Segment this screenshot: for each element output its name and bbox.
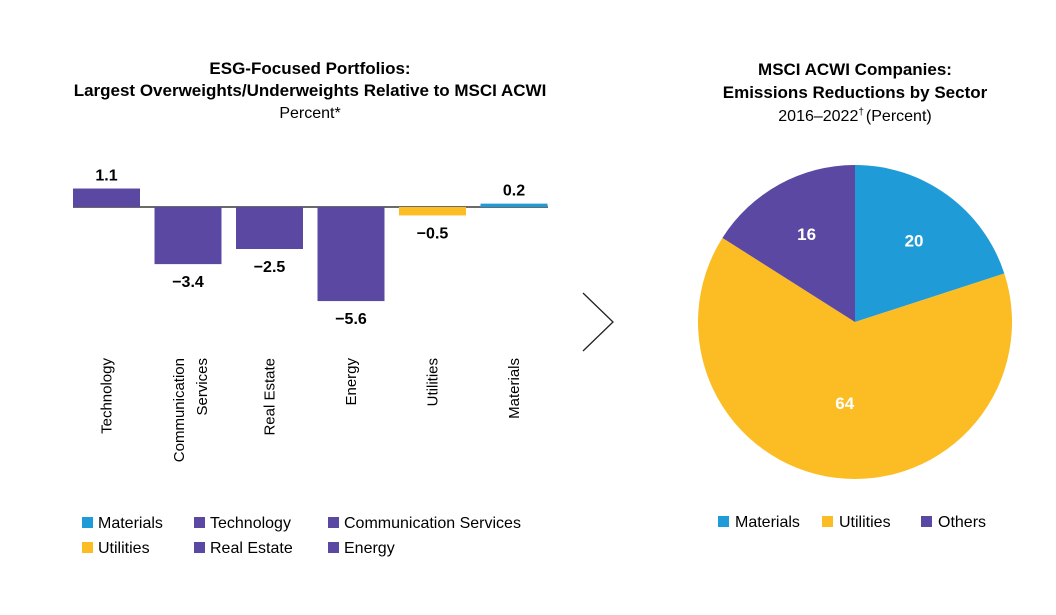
- pie-slice-utilities: [698, 237, 1012, 479]
- category-label-line: Technology: [99, 358, 116, 434]
- category-label-line: Materials: [506, 358, 523, 419]
- category-label-communication-services: Communication Services: [171, 358, 211, 462]
- pie-legend-label: Utilities: [839, 514, 891, 531]
- pie-chart-subtitle: 2016–2022† (Percent): [778, 107, 931, 125]
- divider-chevron-icon: [582, 292, 614, 352]
- pie-legend-swatch: [822, 516, 833, 527]
- category-label-line: Communication: [171, 358, 188, 462]
- category-label-line: Real Estate: [262, 358, 279, 436]
- legend-swatch: [194, 517, 205, 528]
- pie-legend-swatch: [718, 516, 729, 527]
- pie-label-others: 16: [797, 225, 816, 244]
- legend-label: Materials: [98, 515, 163, 532]
- legend-label: Real Estate: [210, 540, 293, 557]
- data-label-technology: 1.1: [95, 168, 117, 185]
- pie-subtitle-mark: †: [858, 107, 864, 118]
- bar-materials: [480, 203, 548, 207]
- legend-label: Energy: [344, 540, 395, 557]
- bar-real-estate: [236, 207, 303, 249]
- category-label-materials: Materials: [506, 358, 523, 419]
- bar-communication-services: [154, 207, 222, 265]
- category-label-utilities: Utilities: [425, 358, 442, 406]
- category-label-line: Energy: [343, 358, 360, 406]
- pie-chart-legend: Materials Utilities Others: [718, 514, 986, 531]
- legend-swatch: [328, 542, 339, 553]
- legend-swatch: [328, 517, 339, 528]
- pie-legend-swatch: [921, 516, 932, 527]
- legend-label: Communication Services: [344, 515, 521, 532]
- category-label-real-estate: Real Estate: [262, 358, 279, 436]
- legend-swatch: [194, 542, 205, 553]
- pie-legend-label: Others: [938, 514, 986, 531]
- data-label-real-estate: −2.5: [254, 259, 286, 276]
- pie-slice-others: [722, 165, 855, 322]
- bar-chart-subtitle: Percent*: [279, 105, 340, 122]
- category-label-line: Utilities: [425, 358, 442, 406]
- bar-chart-plot: 1.1 Technology −3.4 Communication Services −2…: [73, 168, 548, 462]
- legend-label: Utilities: [98, 540, 150, 557]
- pie-chart-title-line1: MSCI ACWI Companies:: [758, 60, 952, 79]
- data-label-materials: 0.2: [503, 183, 525, 200]
- category-label-technology: Technology: [99, 358, 116, 434]
- pie-slice-materials: [855, 165, 1005, 322]
- pie-subtitle-years: 2016–2022: [778, 108, 858, 125]
- category-label-line: Services: [194, 358, 211, 416]
- pie-label-materials: 20: [905, 232, 924, 251]
- pie-legend-label: Materials: [735, 514, 800, 531]
- legend-swatch: [82, 542, 93, 553]
- data-label-energy: −5.6: [335, 311, 367, 328]
- pie-chart-title-line2: Emissions Reductions by Sector: [723, 83, 988, 102]
- category-label-energy: Energy: [343, 358, 360, 406]
- data-label-utilities: −0.5: [417, 225, 449, 242]
- bar-technology: [73, 188, 140, 207]
- bar-chart-title-line2: Largest Overweights/Underweights Relativ…: [74, 81, 547, 100]
- data-label-communication-services: −3.4: [172, 274, 204, 291]
- pie-label-utilities: 64: [835, 394, 854, 413]
- legend-label: Technology: [210, 515, 291, 532]
- bar-energy: [317, 207, 385, 302]
- pie-subtitle-unit: (Percent): [866, 108, 932, 125]
- legend-swatch: [82, 517, 93, 528]
- bar-chart-legend: Materials Technology Communication Service…: [82, 515, 521, 557]
- bar-utilities: [399, 207, 466, 216]
- pie-chart-plot: 20 64 16: [698, 165, 1012, 479]
- bar-chart-title-line1: ESG-Focused Portfolios:: [209, 59, 410, 78]
